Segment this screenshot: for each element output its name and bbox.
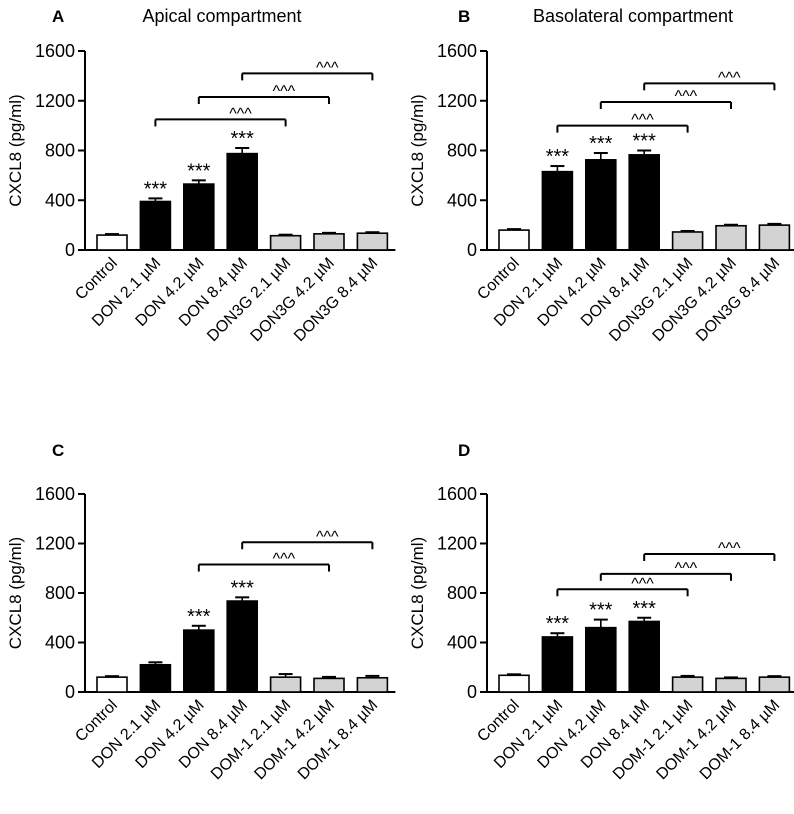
bar — [226, 600, 258, 693]
y-tick-label: 1200 — [437, 534, 477, 554]
y-tick-label: 800 — [45, 141, 75, 161]
comparison-label: ^^^ — [273, 83, 296, 100]
significance-marker: *** — [187, 160, 211, 182]
y-tick-label: 400 — [45, 190, 75, 210]
bar — [96, 234, 128, 251]
y-tick-label: 1200 — [35, 91, 75, 111]
bar — [628, 154, 661, 251]
comparison-label: ^^^ — [229, 105, 252, 122]
bar — [715, 677, 747, 693]
x-tick-label: DOM-1 8.4 µM — [697, 697, 783, 783]
significance-marker: *** — [589, 600, 613, 622]
significance-marker: *** — [633, 131, 657, 153]
significance-marker: *** — [231, 128, 255, 150]
panel-label: B — [458, 7, 470, 26]
bar — [356, 232, 389, 251]
comparison-label: ^^^ — [718, 69, 741, 86]
significance-marker: *** — [633, 598, 657, 620]
comparison-label: ^^^ — [631, 575, 654, 592]
bar — [269, 234, 302, 251]
bar — [541, 170, 574, 251]
bar — [226, 152, 258, 251]
panel-label: A — [52, 7, 64, 26]
y-axis-label: CXCL8 (pg/ml) — [408, 537, 427, 649]
y-tick-label: 400 — [447, 190, 477, 210]
y-tick-label: 1200 — [437, 91, 477, 111]
chart-title: Basolateral compartment — [533, 6, 733, 26]
bar — [313, 677, 345, 693]
bar — [541, 636, 574, 693]
bar — [139, 663, 172, 693]
y-tick-label: 1600 — [35, 41, 75, 61]
y-tick-label: 1600 — [437, 484, 477, 504]
comparison-label: ^^^ — [316, 59, 339, 76]
comparison-label: ^^^ — [316, 528, 339, 545]
y-tick-label: 1600 — [35, 484, 75, 504]
chart-panel-a: A Apical compartment CXCL8 (pg/ml) 0 400 800 1… — [6, 6, 396, 345]
bar — [671, 231, 704, 251]
y-tick-label: 400 — [45, 633, 75, 653]
y-tick-label: 0 — [65, 240, 75, 260]
y-tick-label: 400 — [447, 633, 477, 653]
bar — [498, 229, 530, 251]
chart-panel-b: B Basolateral compartment CXCL8 (pg/ml) 0 40… — [408, 6, 794, 345]
bar — [758, 224, 791, 251]
y-tick-label: 0 — [467, 240, 477, 260]
bar — [96, 676, 128, 693]
significance-marker: *** — [144, 178, 168, 200]
panel-label: D — [458, 441, 470, 460]
y-tick-label: 800 — [45, 583, 75, 603]
y-axis-label: CXCL8 (pg/ml) — [6, 537, 25, 649]
y-tick-label: 1200 — [35, 534, 75, 554]
comparison-label: ^^^ — [631, 112, 654, 129]
bar — [313, 233, 345, 251]
bar — [758, 676, 791, 693]
significance-marker: *** — [187, 606, 211, 628]
bar — [139, 200, 172, 251]
comparison-label: ^^^ — [675, 88, 698, 105]
y-tick-label: 0 — [467, 682, 477, 702]
bar — [183, 183, 215, 251]
comparison-label: ^^^ — [675, 560, 698, 577]
bar — [584, 626, 617, 693]
bar — [356, 676, 389, 693]
y-axis-label: CXCL8 (pg/ml) — [6, 94, 25, 206]
significance-marker: *** — [546, 613, 570, 635]
bar — [628, 620, 661, 693]
panel-label: C — [52, 441, 64, 460]
y-axis-label: CXCL8 (pg/ml) — [408, 94, 427, 206]
bar — [269, 676, 302, 693]
x-tick-label: DOM-1 8.4 µM — [295, 697, 381, 783]
comparison-label: ^^^ — [273, 551, 296, 568]
bar — [671, 676, 704, 693]
y-tick-label: 0 — [65, 682, 75, 702]
bar — [584, 159, 617, 251]
significance-marker: *** — [546, 146, 570, 168]
comparison-label: ^^^ — [718, 540, 741, 557]
y-tick-label: 800 — [447, 583, 477, 603]
bar — [183, 629, 215, 693]
significance-marker: *** — [589, 133, 613, 155]
significance-marker: *** — [231, 577, 255, 599]
chart-title: Apical compartment — [142, 6, 301, 26]
y-tick-label: 1600 — [437, 41, 477, 61]
y-tick-label: 800 — [447, 141, 477, 161]
bar — [498, 674, 530, 693]
bar — [715, 224, 747, 251]
